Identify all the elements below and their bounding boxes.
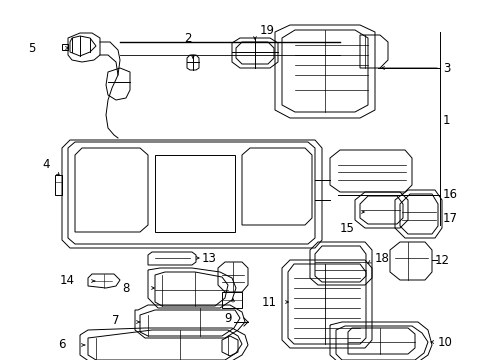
Text: 8: 8 bbox=[122, 282, 129, 294]
Text: 7: 7 bbox=[112, 314, 119, 327]
Text: 19: 19 bbox=[260, 23, 274, 36]
Text: 17: 17 bbox=[442, 211, 457, 225]
Text: 6: 6 bbox=[58, 338, 65, 351]
Text: 15: 15 bbox=[339, 221, 354, 234]
Text: 3: 3 bbox=[442, 62, 449, 75]
Text: 2: 2 bbox=[184, 32, 191, 45]
Text: 9: 9 bbox=[224, 312, 231, 325]
Text: 14: 14 bbox=[60, 274, 75, 288]
Text: 13: 13 bbox=[202, 252, 217, 265]
Text: 12: 12 bbox=[434, 253, 449, 266]
Text: 16: 16 bbox=[442, 189, 457, 202]
Text: 18: 18 bbox=[374, 252, 389, 265]
Text: 10: 10 bbox=[437, 336, 452, 348]
Text: 1: 1 bbox=[442, 113, 449, 126]
Text: 5: 5 bbox=[28, 41, 35, 54]
Text: 11: 11 bbox=[262, 296, 276, 309]
Text: 4: 4 bbox=[42, 158, 49, 171]
